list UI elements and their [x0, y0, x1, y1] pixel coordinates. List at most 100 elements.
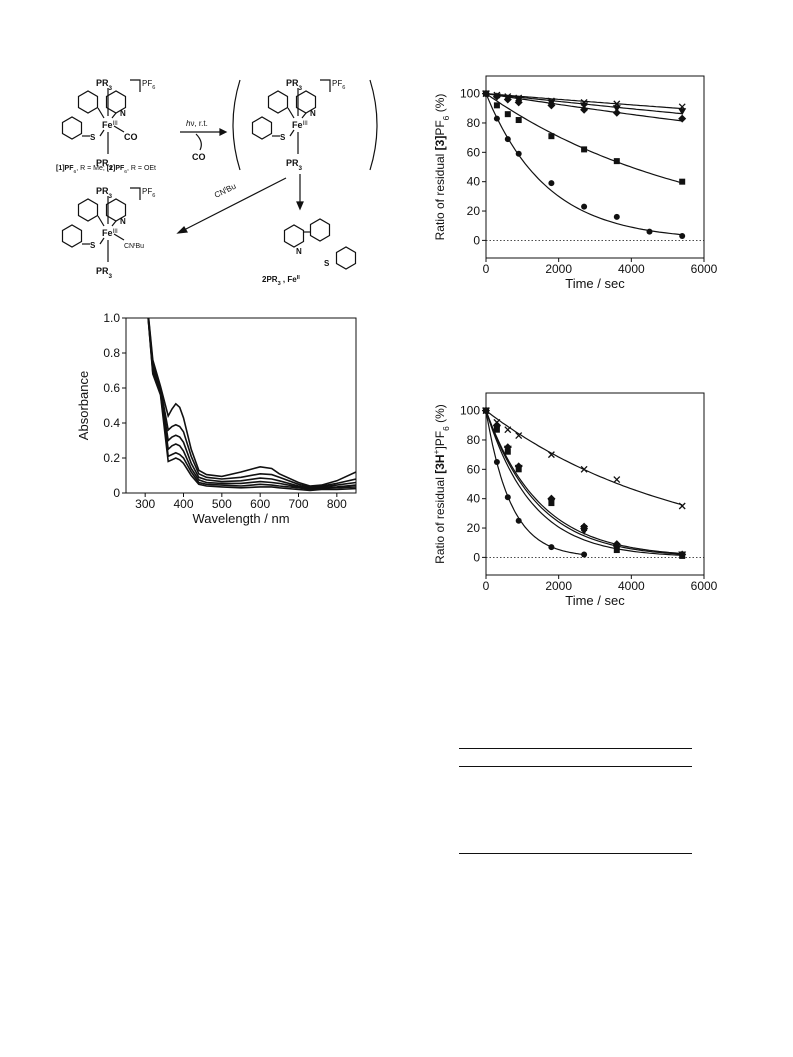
complex-1-c-fe-bond — [97, 107, 105, 119]
isocyanide-label: CNtBu — [213, 182, 238, 200]
k1-ytick-label: 0 — [473, 233, 480, 247]
uv-xtick-label: 600 — [250, 497, 270, 511]
complex-isocyanide-counterion: PF6 — [142, 187, 155, 199]
k2-point-square — [581, 525, 588, 532]
k1-point-circle — [504, 136, 511, 143]
intermediate-n-label: N — [310, 109, 316, 118]
complex-1-s-fe-bond — [99, 129, 105, 137]
kinetics-chart-1-svg: 0 2000 4000 6000 0 20 40 60 80 100 Time / sec Ratio… — [433, 75, 718, 291]
k2-point-square — [504, 448, 511, 455]
intermediate-fe-label: FeIII — [292, 120, 308, 131]
complex-1-counterion: PF6 — [142, 79, 155, 91]
isocyanide-arrow — [183, 177, 287, 231]
k1-point-diamond — [547, 101, 556, 110]
scheme-legend-line: [1]PF6, R = Me; [2]PF6, R = OEt — [56, 165, 156, 175]
k1-x-axis-label: Time / sec — [565, 276, 625, 291]
k1-point-square — [548, 133, 555, 140]
k2-point-square — [515, 466, 522, 473]
k1-point-circle — [483, 90, 489, 97]
k1-point-diamond — [503, 95, 512, 104]
k1-point-circle — [613, 213, 620, 220]
complex-1-n-fe-bond — [111, 112, 117, 119]
complex-isocyanide-aryl-ring — [77, 198, 99, 222]
dbt-s-label: S — [324, 259, 330, 268]
complex-isocyanide-c-fe-bond — [97, 215, 105, 227]
k1-point-circle — [515, 150, 522, 157]
decomposition-arrowhead — [296, 201, 304, 211]
complex-isocyanide-cntbu-label: CNtBu — [124, 242, 144, 251]
complex-isocyanide-fe-label: FeIII — [102, 228, 118, 239]
uv-plot-frame — [125, 317, 357, 494]
k1-point-diamond — [612, 108, 621, 117]
decomposition-product: N S 2PR3 , FeII — [262, 218, 357, 287]
k2-point-x — [613, 476, 621, 484]
k1-point-circle — [679, 232, 686, 239]
uv-xtick-label: 300 — [135, 497, 155, 511]
k2-plot-frame — [485, 392, 705, 576]
table-bottom-rule — [459, 853, 692, 854]
k1-xtick-label: 6000 — [691, 262, 718, 276]
k1-point-circle — [646, 228, 653, 235]
k2-ytick-label: 0 — [473, 550, 480, 564]
complex-isocyanide-pr3-bottom: PR3 — [96, 266, 113, 280]
k1-ytick-label: 60 — [467, 145, 481, 159]
uv-xtick-label: 400 — [173, 497, 193, 511]
uv-series-line-1 — [147, 318, 356, 487]
k2-xtick-label: 2000 — [545, 579, 572, 593]
uv-xtick-label: 800 — [327, 497, 347, 511]
k1-point-square — [515, 117, 522, 124]
k2-fit-curve-x — [485, 410, 683, 506]
k2-fit-curve-diamond — [485, 410, 683, 555]
k1-xtick-label: 2000 — [545, 262, 572, 276]
k2-point-x — [580, 465, 588, 473]
complex-isocyanide-bracket — [130, 187, 141, 200]
k1-point-triangle — [678, 108, 687, 116]
k2-point-circle — [483, 407, 489, 414]
table-header-rule — [459, 766, 692, 767]
k1-xtick-label: 4000 — [618, 262, 645, 276]
k1-point-circle — [548, 180, 555, 187]
k1-point-square — [613, 158, 620, 165]
photolysis-label: hν, r.t. — [186, 119, 208, 128]
complex-1-pr3-top: PR3 — [96, 78, 113, 92]
intermediate-c-fe-bond — [287, 107, 295, 119]
intermediate-pr3-bottom: PR3 — [286, 158, 303, 172]
complex-1-phenyl-ring — [61, 116, 83, 140]
k1-point-square — [493, 102, 500, 109]
k2-point-x — [515, 432, 523, 440]
complex-isocyanide-phenyl-ring — [61, 224, 83, 248]
k2-point-square — [493, 426, 500, 433]
uv-series-line-4 — [147, 318, 356, 490]
intermediate-right-paren — [369, 79, 378, 171]
k2-ytick-label: 20 — [467, 521, 481, 535]
k2-point-x — [547, 451, 555, 459]
k2-point-circle — [504, 494, 511, 501]
k2-y-axis-label: Ratio of residual [3H+]PF6 (%) — [431, 404, 451, 564]
complex-1-aryl-ring — [77, 90, 99, 114]
uv-ytick-label: 0 — [113, 486, 120, 500]
complex-1-pr3-bottom: PR3 — [96, 158, 113, 172]
k2-point-square — [613, 547, 620, 554]
k1-ytick-label: 80 — [467, 116, 481, 130]
k2-ytick-label: 40 — [467, 492, 481, 506]
co-released-label: CO — [192, 152, 206, 162]
k1-ytick-label: 40 — [467, 175, 481, 189]
k1-point-square — [581, 146, 588, 153]
complex-1-n-label: N — [120, 109, 126, 118]
intermediate-counterion: PF6 — [332, 79, 345, 91]
complex-1-bracket — [130, 79, 141, 92]
k2-fit-curve-circle — [485, 410, 585, 556]
k1-point-circle — [581, 203, 588, 210]
k2-fit-curve-triangle — [485, 410, 683, 555]
k2-xtick-label: 0 — [483, 579, 490, 593]
k2-point-circle — [548, 544, 555, 551]
isocyanide-arrowhead — [176, 226, 188, 234]
free-pyridine-n: N — [296, 247, 302, 256]
complex-1-co-label: CO — [124, 132, 138, 142]
k2-xtick-label: 6000 — [691, 579, 718, 593]
k2-point-circle — [493, 458, 500, 465]
k2-fit-curve-square — [485, 410, 683, 556]
k1-point-square — [679, 178, 686, 185]
kinetics-chart-3hpf6: 0 2000 4000 6000 0 20 40 60 80 100 Time / sec Ratio… — [430, 385, 730, 613]
